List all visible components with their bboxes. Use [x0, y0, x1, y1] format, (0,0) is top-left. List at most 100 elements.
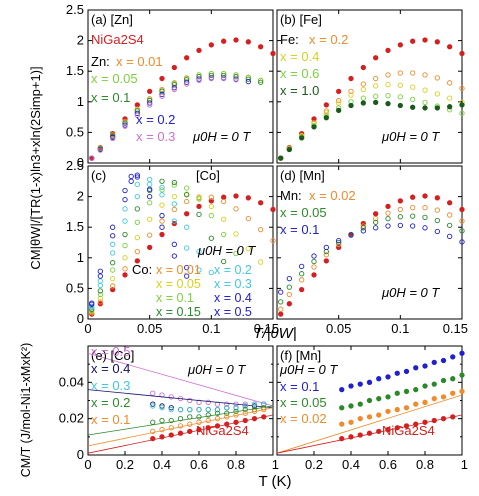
data-point [171, 201, 177, 207]
data-point [184, 81, 190, 87]
data-point [245, 195, 251, 201]
data-point [360, 223, 366, 229]
data-point [214, 406, 221, 413]
data-point [221, 72, 227, 79]
data-point [110, 275, 116, 282]
data-point [159, 192, 165, 198]
data-point [110, 267, 116, 273]
data-point [394, 390, 400, 396]
data-point [147, 102, 153, 108]
y-tick-label: 1.5 [66, 219, 84, 234]
legend-entry: x = 0.4 [91, 361, 130, 376]
legend-entry: x = 0.3 [136, 129, 175, 144]
data-point [434, 39, 440, 45]
y-tick-label: 2 [77, 189, 84, 204]
data-point [373, 99, 379, 106]
data-point [208, 203, 214, 210]
y-tick-label: 0 [77, 311, 84, 326]
data-point [348, 92, 354, 98]
data-point [147, 232, 153, 238]
data-point [339, 405, 345, 411]
data-point [147, 100, 153, 106]
data-point [323, 252, 329, 258]
data-point [336, 107, 342, 114]
x-tick-label: 0 [84, 457, 91, 472]
data-point [434, 217, 440, 224]
legend-ref: NiGa2S4 [91, 32, 144, 47]
data-point [171, 82, 177, 88]
series-x-0-02 [276, 388, 465, 454]
x-tick-label: 0.05 [326, 321, 351, 336]
data-point [89, 300, 95, 306]
data-point [159, 417, 165, 424]
data-point [122, 231, 128, 238]
data-point [177, 416, 184, 422]
field-annotation: μ0H = 0 T [192, 129, 251, 144]
data-point [394, 406, 400, 413]
data-point [385, 394, 391, 400]
series-niga2s4 [278, 193, 465, 317]
data-point [214, 416, 221, 422]
data-point [357, 381, 363, 387]
data-point [159, 93, 165, 99]
y-tick-label: 1.5 [66, 63, 84, 78]
data-point [357, 432, 363, 438]
data-point [360, 225, 366, 231]
data-point [208, 72, 214, 79]
data-point [422, 383, 428, 389]
data-point [205, 406, 211, 413]
data-point [278, 299, 284, 305]
data-point [258, 44, 264, 50]
sample-label: NiGa2S4 [196, 423, 249, 438]
data-point [159, 224, 165, 230]
data-point [221, 216, 227, 222]
data-point [171, 241, 177, 247]
data-point [242, 410, 248, 416]
x-tick-label: 0 [84, 321, 91, 336]
legend-entry: x = 0.2 [214, 263, 252, 277]
data-point [208, 269, 214, 276]
data-point [348, 419, 354, 425]
data-point [410, 104, 416, 110]
data-point [385, 210, 391, 216]
data-point [311, 264, 317, 270]
data-point [122, 123, 128, 129]
data-point [196, 406, 202, 413]
data-point [122, 187, 128, 194]
data-point [348, 88, 354, 95]
series-x-0-5 [89, 172, 190, 306]
data-point [348, 232, 354, 238]
data-point [270, 50, 276, 57]
legend-entry: x = 0.1 [156, 291, 194, 305]
data-point [348, 403, 354, 409]
data-point [187, 406, 193, 413]
data-point [397, 70, 403, 76]
series-x-0-3 [150, 401, 267, 413]
data-point [224, 405, 230, 411]
data-point [311, 272, 317, 278]
data-point [134, 234, 140, 241]
data-point [242, 417, 248, 424]
data-point [394, 425, 400, 431]
data-point [147, 181, 153, 188]
data-point [422, 72, 428, 78]
data-point [339, 386, 345, 393]
data-point [97, 282, 103, 288]
data-point [177, 406, 184, 413]
data-point [403, 388, 410, 395]
data-point [440, 394, 447, 400]
data-point [224, 410, 230, 416]
data-point [134, 112, 140, 118]
data-point [184, 198, 190, 205]
data-point [233, 206, 239, 212]
data-point [299, 263, 305, 270]
data-point [258, 200, 264, 206]
data-point [196, 426, 202, 433]
data-point [397, 206, 403, 213]
data-point [208, 235, 214, 241]
series-x-0-6 [278, 93, 465, 161]
data-point [422, 214, 428, 221]
data-point [258, 79, 264, 85]
data-point [159, 434, 165, 440]
series-x-0-1 [87, 406, 274, 447]
